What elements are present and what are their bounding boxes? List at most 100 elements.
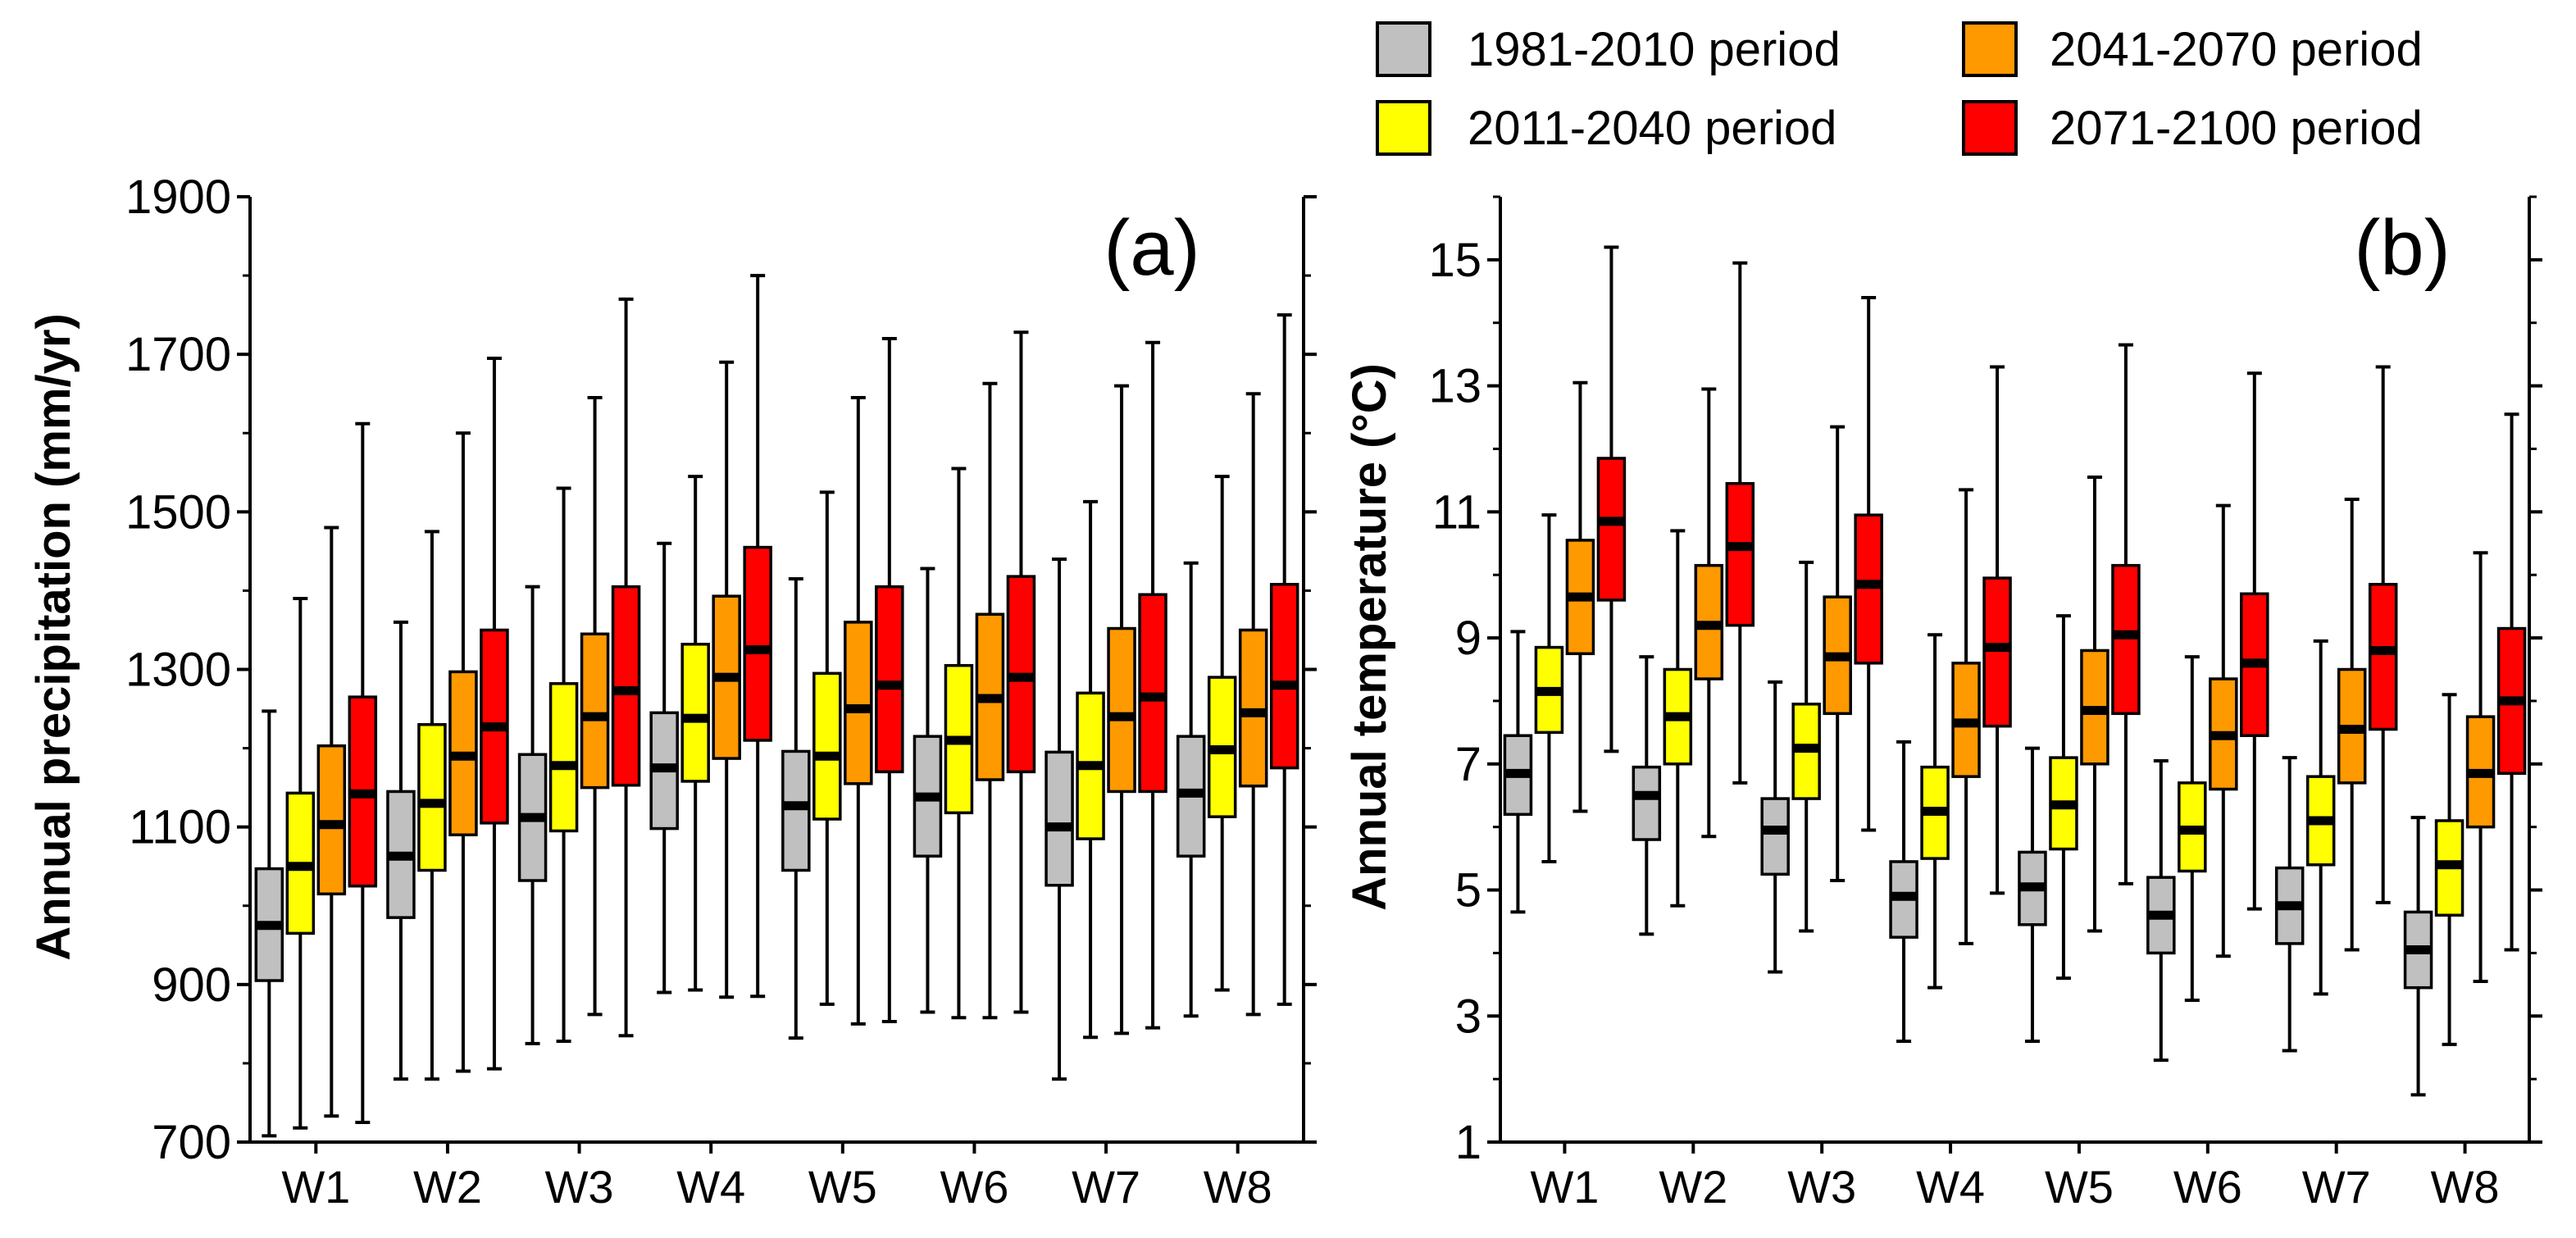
box-w2-series-1	[386, 620, 416, 1081]
box-w8-series-3	[1238, 392, 1268, 1017]
box-w7-series-1	[1045, 557, 1074, 1081]
x-tick-label: W1	[281, 1161, 350, 1213]
box-iqr	[1982, 576, 2012, 728]
box-w6-series-4	[2240, 371, 2269, 911]
box-w6-series-1	[2146, 758, 2176, 1063]
box-w5-series-1	[781, 577, 811, 1040]
box-w6-series-3	[2209, 503, 2238, 958]
box-iqr	[2111, 563, 2141, 716]
y-tick-label: 13	[1428, 360, 1481, 413]
legend: 1981-2010 period 2011-2040 period 2041-2…	[1376, 21, 2423, 156]
box-w5-series-4	[2111, 343, 2141, 885]
box-w7-series-4	[1138, 340, 1167, 1030]
legend-label: 1981-2010 period	[1468, 23, 1841, 76]
box-w4-series-4	[743, 274, 772, 999]
box-w2-series-4	[480, 356, 509, 1071]
y-axis-label: Annual precipitation (mm/yr)	[27, 313, 80, 961]
box-w6-series-2	[2178, 655, 2207, 1003]
legend-swatch	[1376, 100, 1431, 156]
panel-b: Annual temperature (°C) (b) 13579111315W…	[1343, 195, 2542, 1213]
panel-label: (a)	[1104, 204, 1199, 292]
x-tick-label: W3	[1787, 1161, 1856, 1213]
legend-swatch	[1962, 21, 2018, 77]
box-w1-series-1	[254, 709, 284, 1138]
y-tick-label: 700	[152, 1116, 231, 1169]
box-w4-series-4	[1982, 365, 2012, 895]
box-w6-series-1	[913, 567, 943, 1014]
plot-layer: 700 900 1100 1300 1500 1700 1900 W1 W2 W3 W4 W5 W6 W7…	[125, 171, 1317, 1213]
box-iqr	[1596, 457, 1627, 602]
box-w2-series-4	[1725, 261, 1755, 785]
box-w1-series-3	[1565, 380, 1595, 813]
legend-item-2071-2100: 2071-2100 period	[1962, 100, 2423, 156]
box-w4-series-2	[680, 475, 710, 992]
y-tick-label: 1100	[129, 801, 231, 854]
box-iqr	[844, 621, 873, 785]
box-w2-series-1	[1632, 655, 1662, 936]
x-tick-label: W4	[676, 1161, 745, 1213]
legend-item-1981-2010: 1981-2010 period	[1376, 21, 1841, 77]
box-w3-series-1	[1760, 680, 1790, 974]
x-tick-label: W6	[940, 1161, 1008, 1213]
box-w5-series-4	[875, 336, 904, 1023]
panel-label: (b)	[2354, 204, 2450, 292]
box-w5-series-2	[812, 490, 842, 1006]
x-tick-label: W2	[413, 1161, 482, 1213]
y-tick-label: 1500	[125, 485, 231, 539]
box-w2-series-3	[448, 431, 478, 1073]
box-w8-series-1	[1176, 561, 1206, 1018]
box-w3-series-2	[548, 486, 579, 1044]
box-iqr	[743, 545, 772, 742]
box-w3-series-4	[1854, 295, 1883, 832]
y-tick-label: 15	[1428, 234, 1481, 287]
box-iqr	[1238, 628, 1268, 788]
box-iqr	[1760, 797, 1790, 876]
x-tick-label: W3	[545, 1161, 614, 1213]
box-w7-series-3	[1107, 384, 1136, 1035]
box-iqr	[1725, 481, 1755, 627]
x-tick-label: W7	[2302, 1161, 2371, 1213]
box-w7-series-3	[2337, 497, 2367, 952]
box-iqr	[1269, 582, 1299, 770]
box-w3-series-3	[1823, 425, 1852, 883]
box-w1-series-1	[1503, 630, 1533, 914]
box-w1-series-4	[1596, 245, 1627, 753]
legend-swatch	[1962, 100, 2018, 156]
box-w8-series-3	[2465, 551, 2496, 983]
legend-label: 2041-2070 period	[2050, 23, 2423, 76]
box-iqr	[548, 682, 579, 833]
x-tick-label: W8	[2431, 1161, 2500, 1213]
x-tick-label: W5	[2045, 1161, 2114, 1213]
box-w8-series-2	[1207, 475, 1237, 992]
box-iqr	[580, 632, 610, 790]
x-tick-label: W8	[1204, 1161, 1272, 1213]
box-w6-series-3	[975, 381, 1005, 1020]
box-iqr	[2368, 582, 2398, 731]
y-tick-label: 1900	[125, 171, 231, 224]
box-w4-series-1	[649, 541, 679, 994]
box-w8-series-2	[2434, 693, 2464, 1046]
box-iqr	[680, 643, 710, 783]
box-w1-series-2	[285, 597, 316, 1130]
box-w7-series-2	[2305, 639, 2336, 996]
x-tick-label: W6	[2173, 1161, 2242, 1213]
box-w7-series-2	[1076, 499, 1105, 1040]
x-tick-label: W7	[1072, 1161, 1140, 1213]
box-iqr	[611, 585, 641, 787]
box-w1-series-2	[1534, 513, 1564, 863]
box-w5-series-2	[2049, 614, 2078, 981]
legend-item-2041-2070: 2041-2070 period	[1962, 21, 2423, 77]
panel-a: Annual precipitation (mm/yr) (a) 700 900 1…	[27, 171, 1317, 1213]
y-axis-label: Annual temperature (°C)	[1343, 363, 1396, 911]
box-w5-series-3	[2080, 476, 2109, 933]
y-tick-label: 5	[1455, 864, 1481, 917]
box-w3-series-2	[1791, 560, 1821, 933]
x-tick-label: W2	[1659, 1161, 1727, 1213]
box-w4-series-3	[1951, 488, 1981, 945]
box-w2-series-2	[1663, 529, 1693, 908]
box-iqr	[812, 671, 842, 821]
box-w4-series-1	[1889, 740, 1918, 1044]
box-w3-series-1	[517, 585, 548, 1045]
y-tick-label: 9	[1455, 612, 1481, 665]
